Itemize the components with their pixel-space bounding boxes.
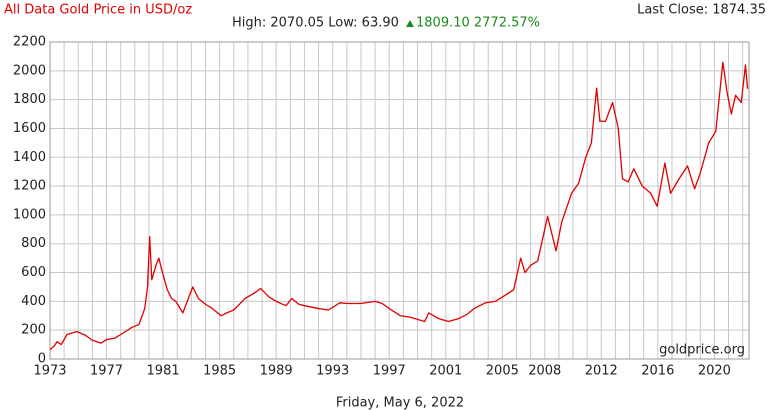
y-tick-label: 600 [21, 265, 46, 280]
last-close: Last Close: 1874.35 [637, 3, 766, 18]
x-tick-label: 2001 [429, 364, 462, 379]
y-tick-label: 1800 [13, 92, 46, 107]
x-tick-label: 2012 [585, 364, 618, 379]
y-tick-label: 2000 [13, 63, 46, 78]
y-tick-label: 1600 [13, 121, 46, 136]
x-tick-label: 1989 [260, 364, 293, 379]
y-tick-label: 200 [21, 323, 46, 338]
y-tick-label: 1400 [13, 150, 46, 165]
x-tick-label: 2016 [641, 364, 674, 379]
y-tick-label: 1000 [13, 207, 46, 222]
x-tick-label: 1981 [147, 364, 180, 379]
y-tick-label: 0 [38, 352, 46, 367]
price-line [49, 61, 749, 351]
plot-background [50, 42, 749, 359]
watermark: goldprice.org [659, 343, 745, 358]
y-tick-label: 400 [21, 294, 46, 309]
up-arrow [406, 20, 414, 27]
x-tick-label: 1997 [373, 364, 406, 379]
x-tick-label: 1993 [316, 364, 349, 379]
stats: High: 2070.05 Low: 63.90 [232, 16, 399, 31]
x-tick-label: 1977 [90, 364, 123, 379]
date: Friday, May 6, 2022 [336, 396, 464, 410]
y-tick-label: 1200 [13, 179, 46, 194]
plot-border [49, 41, 750, 360]
x-tick-label: 1985 [203, 364, 236, 379]
chart-title: All Data Gold Price in USD/oz [4, 3, 192, 18]
x-tick-label: 2005 [486, 364, 519, 379]
y-tick-label: 800 [21, 236, 46, 251]
x-tick-label: 2020 [698, 364, 731, 379]
x-tick-label: 1973 [33, 364, 66, 379]
y-tick-label: 2200 [13, 35, 46, 50]
x-tick-label: 2008 [528, 364, 561, 379]
change: 1809.10 2772.57% [416, 16, 540, 31]
plot-area: 0 200 400 600 800 1000 1200 1400 1600 1800 2000 220… [13, 35, 750, 379]
